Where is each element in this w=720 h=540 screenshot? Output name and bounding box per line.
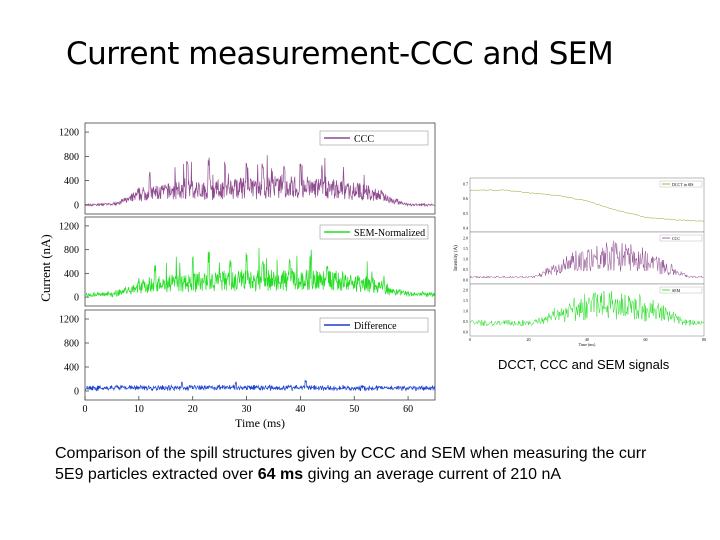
right-y-tick-label: 1.0: [463, 309, 468, 314]
series-line-ccc: [84, 155, 436, 207]
x-tick-label: 30: [242, 404, 252, 415]
right-y-tick-label: 0.4: [463, 226, 468, 231]
right-y-tick-label: 0.6: [463, 196, 468, 201]
y-tick-label: 1200: [59, 221, 79, 232]
x-tick-label: 40: [295, 404, 305, 415]
y-tick-label: 400: [64, 269, 79, 280]
right-legend-label: DCCT in SIS: [672, 182, 694, 187]
x-tick-label: 60: [403, 404, 413, 415]
x-tick-label: 50: [349, 404, 359, 415]
dcct-ccc-sem-chart: Intensity (A) 0.7 0.6 0.5 0.4 DCCT in SIS 2.0 1…: [454, 177, 706, 347]
y-tick-label: 0: [74, 293, 79, 304]
right-legend-box: [659, 234, 703, 242]
y-tick-label: 800: [64, 152, 79, 163]
x-tick-label: 10: [134, 404, 144, 415]
right-y-tick-label: 2.0: [463, 236, 468, 241]
right-y-axis-label: Intensity (A): [454, 245, 459, 271]
right-y-tick-label: 1.5: [463, 298, 468, 303]
comment-line-2-end: giving an average current of 210 nA: [303, 466, 562, 483]
y-tick-label: 0: [74, 387, 79, 398]
y-tick-label: 0: [74, 200, 79, 211]
legend-box: [319, 130, 429, 146]
x-tick-label: 0: [83, 404, 88, 415]
comment-line-2-bold: 64 ms: [257, 466, 304, 483]
right-y-tick-label: 1.0: [463, 257, 468, 262]
right-y-tick-label: 2.0: [463, 288, 468, 293]
right-legend-label: SEM: [672, 288, 681, 293]
right-x-tick-label: 40: [585, 337, 589, 342]
comment-line-1: Comparison of the spill structures given…: [55, 445, 647, 462]
right-y-tick-label: 0.5: [463, 211, 468, 216]
ccc-sem-comparison-chart: 04008001200CCC04008001200SEM-Normalized0…: [38, 122, 436, 430]
right-legend-label: CCC: [672, 236, 680, 241]
right-x-axis-label: Time (ms): [579, 342, 596, 347]
legend-label: Difference: [354, 321, 397, 332]
x-axis-label: Time (ms): [235, 416, 285, 430]
y-tick-label: 400: [64, 363, 79, 374]
right-y-tick-label: 0.7: [463, 182, 468, 187]
right-y-tick-label: 0.0: [463, 330, 468, 335]
right-x-tick-label: 80: [702, 337, 706, 342]
right-y-tick-label: 0.0: [463, 278, 468, 283]
right-y-tick-label: 0.5: [463, 267, 468, 272]
comment-line-2: 5E9 particles extracted over 64 ms givin…: [55, 464, 720, 485]
series-line-difference: [84, 379, 436, 392]
series-line-sem-normalized: [84, 248, 435, 298]
right-series-line-dcct-in-sis: [469, 189, 704, 222]
right-series-line-sem: [469, 290, 704, 327]
legend-label: SEM-Normalized: [354, 228, 425, 239]
right-x-tick-label: 20: [527, 337, 531, 342]
y-tick-label: 800: [64, 245, 79, 256]
right-x-tick-label: 0: [469, 337, 471, 342]
y-tick-label: 400: [64, 176, 79, 187]
y-axis-label: Current (nA): [38, 234, 53, 302]
right-figure-caption: DCCT, CCC and SEM signals: [498, 357, 670, 372]
y-tick-label: 1200: [59, 315, 79, 326]
right-y-tick-label: 0.5: [463, 319, 468, 324]
y-tick-label: 800: [64, 339, 79, 350]
comparison-comment: Comparison of the spill structures given…: [55, 443, 720, 485]
right-legend-box: [659, 180, 703, 188]
legend-box: [319, 317, 429, 333]
right-y-tick-label: 1.5: [463, 246, 468, 251]
slide-title: Current measurement-CCC and SEM: [66, 36, 614, 72]
y-tick-label: 1200: [59, 128, 79, 139]
right-legend-box: [659, 286, 703, 294]
comment-line-2-start: 5E9 particles extracted over: [55, 466, 258, 483]
right-series-line-ccc: [469, 240, 704, 279]
x-tick-label: 20: [188, 404, 198, 415]
legend-box: [319, 224, 429, 240]
legend-label: CCC: [354, 134, 374, 145]
right-x-tick-label: 60: [644, 337, 648, 342]
